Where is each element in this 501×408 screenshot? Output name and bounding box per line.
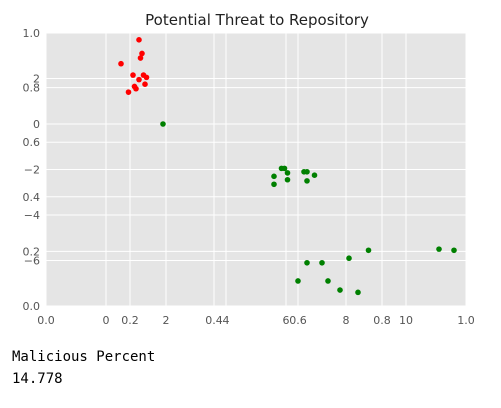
x-tick-label: 1.0 [457,314,475,327]
y-tick-label: 0.6 [23,136,41,149]
benign-point [319,259,325,266]
malicious-point [140,72,147,78]
benign-point [355,289,361,296]
benign-point [304,168,310,175]
benign-point [311,172,318,178]
malicious-point [142,81,148,87]
y-tick-label: 1.0 [23,27,41,40]
scatter-chart: Potential Threat to Repository 0.0 0.2 0.4… [23,11,475,327]
malicious-point [130,72,136,78]
y-tick-label: 0.2 [23,245,41,258]
grid-lines [45,32,467,307]
benign-point [451,247,457,254]
benign-point [160,121,166,127]
x-tick-label: 10 [399,314,413,327]
y-tick-label: 0.8 [23,82,41,95]
x-tick-label: 8 [343,314,350,327]
y-tick-label: −6 [24,255,40,268]
y-tick-label: 2 [33,73,40,86]
y-tick-label: 0.0 [23,300,41,313]
malicious-point [139,50,145,57]
benign-point [281,165,288,172]
benign-point [271,173,277,180]
benign-point [304,178,310,184]
benign-point [295,278,301,284]
x-tick-label: 6 [283,314,290,327]
benign-point [271,181,277,188]
x-tick-label: 2 [163,314,170,327]
malicious-point [136,37,142,43]
benign-point [284,170,291,176]
benign-point [346,255,352,262]
x-tick-label: 0.6 [289,314,307,327]
x-tick-label: 0.4 [205,314,223,327]
y-tick-label: −4 [24,209,40,222]
benign-point [304,259,310,266]
malicious-point [125,89,132,95]
malicious-point [137,55,144,61]
x-tick-label: 0.0 [37,314,55,327]
benign-point [365,247,372,254]
malicious-point [131,83,138,90]
x-tick-label: 0 [103,314,110,327]
benign-point [337,287,343,293]
y-tick-label: 0 [33,118,40,131]
malicious-point [118,60,124,67]
y-tick-label: 0.4 [23,191,41,204]
benign-point [436,246,442,252]
x-tick-label: 0.8 [373,314,391,327]
data-points [118,37,457,296]
y-tick-label: −2 [24,164,40,177]
output-label: Malicious Percent [12,349,156,365]
benign-point [284,176,291,183]
x-tick-label: 0.2 [121,314,139,327]
benign-point [325,278,331,284]
chart-title: Potential Threat to Repository [145,11,369,29]
malicious-point [136,76,142,83]
output-value: 14.778 [12,371,63,387]
tick-labels: 0.0 0.2 0.4 0.6 0.8 1.0 0.0 0.2 0.4 0.6 0.8 1.0 0 2 4 6… [23,27,475,327]
x-tick-label: 4 [223,314,230,327]
